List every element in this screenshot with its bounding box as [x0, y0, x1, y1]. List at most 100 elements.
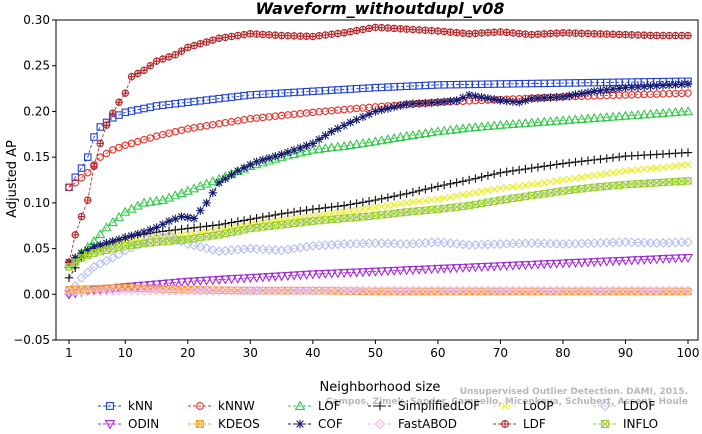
data-point-cof — [546, 93, 555, 102]
data-point-cof — [521, 96, 530, 105]
data-point-simplifiedlof — [346, 200, 355, 209]
y-axis-label: Adjusted AP — [5, 140, 20, 218]
data-point-simplifiedlof — [408, 188, 418, 197]
data-point-loop — [596, 170, 605, 179]
data-point-simplifiedlof — [421, 185, 430, 194]
data-point-loop — [490, 185, 498, 193]
data-point-cof — [452, 96, 461, 105]
data-point-ldf — [296, 32, 305, 40]
data-point-loop — [421, 197, 429, 205]
data-point-cof — [171, 214, 180, 224]
data-point-simplifiedlof — [377, 194, 386, 204]
data-point-cof — [539, 93, 549, 103]
data-point-simplifiedlof — [283, 208, 293, 218]
data-point-inflo — [140, 239, 148, 248]
data-point-odin — [320, 269, 331, 279]
data-point-cof — [389, 102, 399, 112]
data-point-ldf — [652, 31, 661, 40]
data-point-cof — [464, 90, 474, 100]
data-point-lof — [420, 128, 431, 138]
legend-item-ldf: LDF — [493, 417, 546, 431]
data-point-ldf — [540, 30, 548, 38]
data-point-odin — [664, 254, 675, 264]
data-point-ldof — [645, 237, 656, 248]
data-point-knnw — [96, 153, 105, 161]
data-point-inflo — [527, 191, 536, 200]
data-point-loop — [671, 162, 680, 170]
plot-frame — [55, 19, 699, 341]
data-point-simplifiedlof — [558, 159, 568, 168]
data-point-lof — [295, 147, 306, 157]
data-point-inflo — [377, 211, 386, 219]
data-point-odin — [313, 270, 325, 280]
data-point-loop — [503, 183, 511, 192]
data-point-cof — [77, 248, 86, 258]
data-point-cof — [83, 245, 92, 255]
x-tick-label: 60 — [430, 346, 445, 360]
data-point-cof — [608, 84, 618, 94]
data-point-inflo — [196, 233, 205, 242]
data-point-cof — [133, 229, 142, 239]
data-point-lof — [632, 109, 644, 119]
data-point-odin — [276, 272, 287, 282]
data-point-cof — [652, 81, 661, 91]
data-point-inflo — [465, 201, 473, 210]
data-point-ldf — [640, 31, 648, 39]
data-point-loop — [684, 160, 692, 169]
data-point-simplifiedlof — [221, 219, 230, 228]
data-point-cof — [677, 80, 686, 89]
data-point-ldf — [227, 32, 236, 41]
data-point-ldof — [114, 249, 124, 260]
data-point-odin — [445, 264, 456, 274]
data-point-ldf — [565, 29, 573, 37]
data-point-loop — [615, 168, 623, 176]
data-point-odin — [576, 258, 587, 268]
data-point-odin — [657, 255, 669, 265]
legend-item-fastabod: FastABOD — [368, 417, 457, 431]
data-point-cof — [202, 198, 211, 208]
legend-swatch-marker-inflo — [601, 420, 609, 428]
data-point-cof — [627, 83, 636, 92]
data-point-ldf — [402, 25, 411, 33]
data-point-cof — [296, 143, 305, 153]
data-point-loop — [378, 202, 386, 211]
legend-swatch-marker-ldof — [599, 400, 611, 412]
data-point-simplifiedlof — [602, 154, 611, 163]
data-point-ldof — [457, 239, 468, 250]
data-point-lof — [639, 109, 650, 119]
legend-item-inflo: INFLO — [593, 417, 658, 431]
data-point-ldf — [252, 30, 261, 38]
y-tick-label: 0.00 — [23, 287, 50, 301]
data-point-inflo — [534, 190, 542, 199]
data-point-lof — [520, 118, 531, 128]
data-point-inflo — [340, 214, 348, 223]
data-point-lof — [670, 107, 681, 117]
data-point-inflo — [565, 186, 573, 194]
data-point-loop — [465, 190, 473, 198]
data-point-ldf — [277, 31, 286, 40]
data-point-cof — [483, 94, 493, 103]
data-point-lof — [351, 139, 362, 149]
data-point-odin — [370, 267, 381, 277]
data-point-cof — [221, 174, 230, 183]
data-point-inflo — [109, 245, 117, 253]
x-tick-label: 40 — [305, 346, 320, 360]
data-point-odin — [470, 263, 481, 273]
data-point-odin — [188, 277, 200, 287]
data-point-loop — [453, 192, 461, 200]
data-point-lof — [551, 115, 562, 125]
data-point-lof — [163, 192, 175, 202]
data-point-lof — [682, 106, 694, 116]
legend-label-fastabod: FastABOD — [398, 417, 457, 431]
data-point-loop — [346, 207, 354, 215]
data-point-knn — [84, 153, 92, 161]
data-point-ldof — [382, 238, 393, 249]
data-point-ldof — [683, 237, 693, 248]
data-point-ldf — [615, 30, 623, 39]
data-point-inflo — [409, 207, 417, 216]
data-point-ldf — [152, 57, 161, 65]
data-point-odin — [582, 258, 594, 268]
data-point-simplifiedlof — [208, 221, 218, 230]
data-point-knnw — [109, 146, 117, 154]
